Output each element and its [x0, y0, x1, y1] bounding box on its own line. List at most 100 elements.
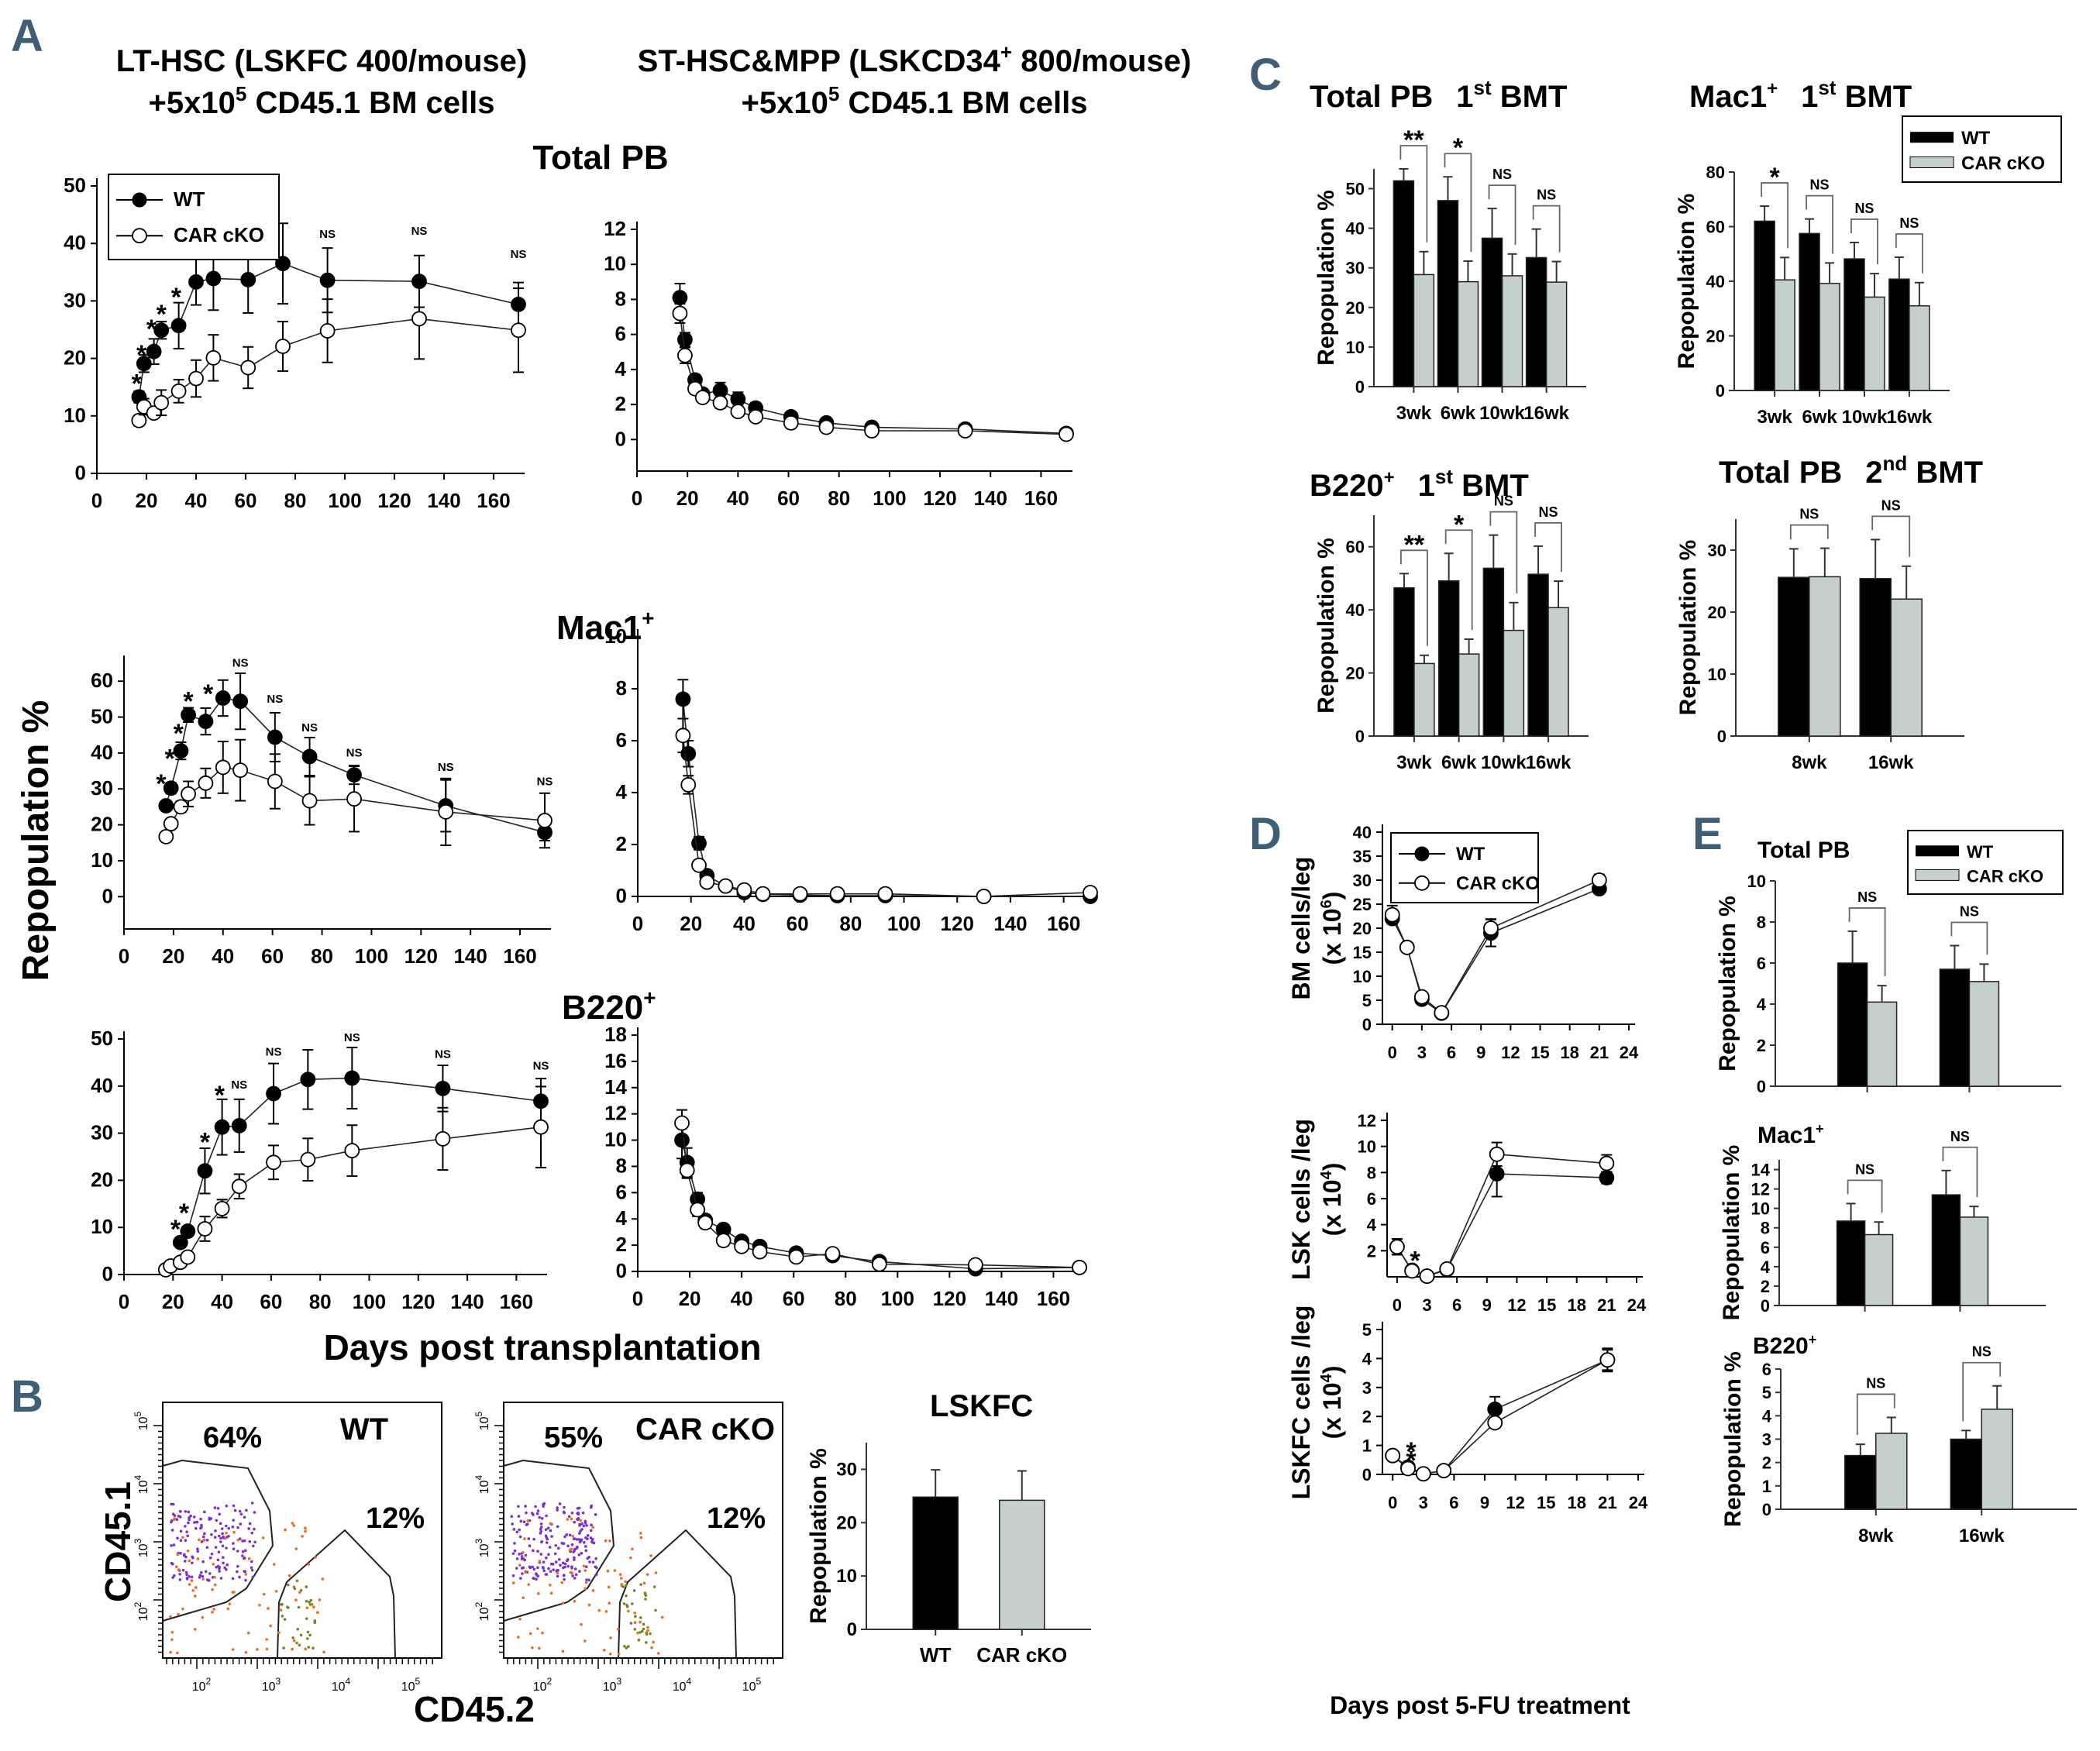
significance-bracket — [1789, 524, 1829, 540]
legend-box — [1902, 115, 2062, 183]
y-tick-label: 18 — [604, 1023, 627, 1046]
y-tick-label: 6 — [1761, 1238, 1770, 1257]
event-dot — [244, 1573, 248, 1576]
flow-ylabel: CD45.1 — [98, 1481, 138, 1602]
event-dot — [620, 1583, 624, 1586]
legend-label-wt: WT — [1961, 128, 1991, 149]
cko-point — [1059, 426, 1074, 442]
y-tick-label: 0 — [1717, 727, 1726, 746]
decade-exp: 5 — [133, 1411, 143, 1416]
event-dot — [174, 1565, 178, 1569]
event-dot — [212, 1563, 215, 1566]
event-dot — [584, 1545, 587, 1548]
x-tick-label: 3wk — [1757, 407, 1792, 428]
y-tick-label: 0 — [616, 1259, 627, 1282]
event-dot — [642, 1627, 645, 1631]
flow-x-decade: 103 — [603, 1676, 622, 1694]
event-dot — [210, 1552, 214, 1556]
event-dot — [279, 1608, 283, 1612]
event-dot — [187, 1510, 191, 1514]
event-dot — [656, 1652, 660, 1655]
x-tick-label: 12 — [1507, 1295, 1526, 1315]
event-dot — [642, 1622, 645, 1626]
event-dot — [539, 1526, 543, 1529]
event-dot — [634, 1615, 637, 1618]
x-tick-label: 3 — [1417, 1043, 1427, 1062]
decade-exp: 4 — [346, 1676, 351, 1687]
event-dot — [645, 1632, 649, 1636]
decade-base: 10 — [137, 1543, 150, 1557]
event-dot — [549, 1529, 553, 1533]
event-dot — [242, 1557, 246, 1560]
significance-label: NS — [1539, 504, 1558, 520]
event-dot — [185, 1577, 189, 1580]
cko-bar — [1909, 304, 1930, 391]
x-tick-label: 0 — [119, 1290, 129, 1313]
event-dot — [196, 1557, 200, 1560]
chart-title-sup: + — [1384, 467, 1395, 488]
x-tick-label: 6 — [1447, 1043, 1456, 1062]
event-dot — [536, 1550, 539, 1553]
event-dot — [177, 1612, 180, 1616]
chart-title-text: B220 — [1753, 1333, 1809, 1359]
y-tick-label: 10 — [91, 1215, 113, 1238]
event-dot — [313, 1621, 317, 1625]
decade-exp: 3 — [276, 1676, 281, 1687]
gate-cd451 — [503, 1459, 615, 1622]
decade-base: 10 — [478, 1480, 491, 1494]
wt-point — [691, 835, 707, 851]
y-tick-label: 8 — [1367, 1163, 1376, 1182]
event-dot — [549, 1570, 553, 1573]
event-dot — [296, 1627, 300, 1631]
y-tick-label: 0 — [1355, 727, 1365, 746]
y-tick-label: 60 — [91, 669, 113, 692]
row-title-total-pb: Total PB — [532, 139, 668, 177]
event-dot — [513, 1542, 516, 1545]
event-dot — [654, 1608, 657, 1612]
event-dot — [172, 1543, 176, 1546]
decade-base: 10 — [262, 1680, 276, 1694]
event-dot — [286, 1583, 290, 1587]
event-dot — [523, 1558, 526, 1562]
event-dot — [584, 1587, 587, 1591]
event-dot — [547, 1553, 550, 1557]
event-dot — [609, 1636, 612, 1639]
legend-bar: WT CAR cKO — [1907, 830, 2064, 895]
event-dot — [189, 1514, 192, 1518]
x-tick-label: 10wk — [1479, 403, 1525, 424]
x-tick-label: 6wk — [1441, 403, 1476, 424]
x-tick-label: 140 — [993, 912, 1027, 935]
event-dot — [608, 1539, 611, 1543]
flow-x-decade: 105 — [742, 1676, 762, 1694]
event-dot — [199, 1570, 203, 1574]
significance-label: * — [215, 1081, 225, 1110]
y-tick-label: 10 — [604, 252, 626, 275]
decade-exp: 2 — [547, 1676, 553, 1687]
y-tick-label: 0 — [1362, 1465, 1372, 1484]
x-tick-label: 0 — [1388, 1493, 1397, 1512]
event-dot — [179, 1510, 182, 1513]
cko-point — [674, 1115, 690, 1131]
panel-label-d: D — [1249, 809, 1282, 859]
wt-bar — [1481, 237, 1503, 387]
event-dot — [577, 1553, 581, 1557]
y-tick-label: 40 — [91, 1074, 113, 1097]
panel-d-ylabel-unit: (x 106) — [1318, 892, 1346, 965]
event-dot — [561, 1601, 565, 1605]
event-dot — [284, 1528, 287, 1532]
chart-subtitle: 1 — [1418, 469, 1435, 503]
y-tick-label: 30 — [64, 288, 86, 311]
wt-point — [172, 1234, 188, 1250]
cko-point — [163, 816, 179, 832]
event-dot — [181, 1536, 184, 1539]
event-dot — [193, 1521, 196, 1524]
event-dot — [193, 1594, 197, 1598]
x-tick-label: 16wk — [1526, 752, 1572, 773]
flow-y-decade: 105 — [133, 1411, 150, 1430]
y-tick-label: 4 — [615, 357, 627, 380]
event-dot — [553, 1552, 557, 1556]
significance-bracket — [1950, 921, 1988, 955]
event-dot — [517, 1515, 521, 1518]
x-tick-label: 16wk — [1868, 752, 1914, 773]
event-dot — [192, 1515, 196, 1519]
